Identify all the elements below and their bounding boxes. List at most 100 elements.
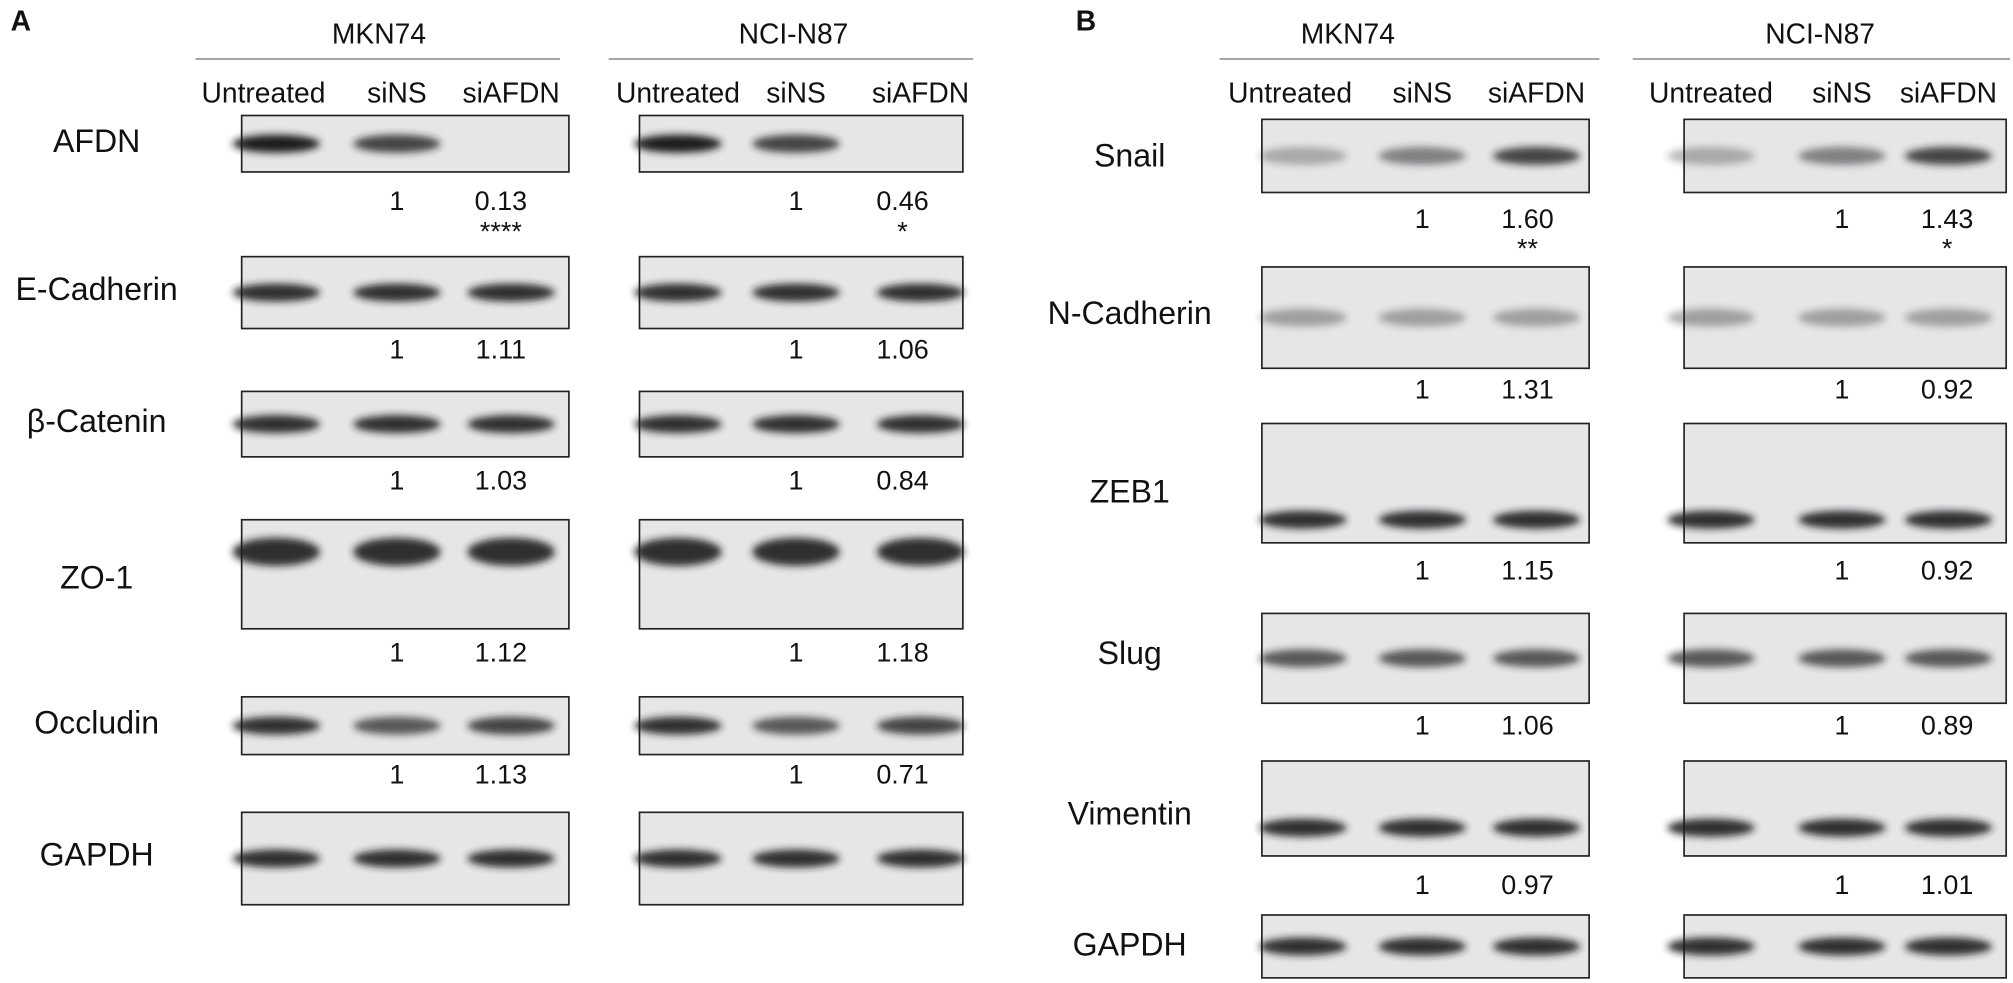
band <box>1259 510 1347 529</box>
band <box>1667 818 1755 837</box>
band <box>1667 146 1755 165</box>
band <box>1259 649 1347 668</box>
band <box>467 537 555 566</box>
band <box>232 415 320 434</box>
quantification: 1 <box>1834 204 1849 234</box>
quantification: 0.97 <box>1501 870 1553 900</box>
band <box>1667 937 1755 956</box>
band <box>467 716 555 735</box>
band <box>232 849 320 868</box>
quantification: 1.03 <box>475 466 527 496</box>
quantification: 1 <box>1834 711 1849 741</box>
quantification: 1.60 <box>1501 204 1553 234</box>
quantification: 1 <box>389 186 404 216</box>
quantification: 1 <box>1834 555 1849 585</box>
band <box>752 134 840 153</box>
protein-label: E-Cadherin <box>16 271 178 307</box>
blot <box>240 518 570 630</box>
lane-label: siNS <box>1812 76 1872 108</box>
band <box>1492 308 1581 327</box>
band <box>1798 649 1886 668</box>
quantification: 0.46 <box>876 186 928 216</box>
band <box>634 716 722 735</box>
quantification: 1.31 <box>1501 375 1553 405</box>
band <box>1798 510 1886 529</box>
band <box>1378 308 1466 327</box>
significance: * <box>897 217 908 247</box>
band <box>1492 510 1581 529</box>
quantification: 1.12 <box>475 638 527 668</box>
quantification: 1 <box>1415 375 1430 405</box>
band <box>1492 818 1581 837</box>
quantification: 1 <box>389 466 404 496</box>
band <box>1378 649 1466 668</box>
band <box>634 415 722 434</box>
significance: * <box>1942 233 1953 263</box>
protein-label: Occludin <box>34 705 159 741</box>
lane-label: siNS <box>367 76 427 108</box>
band <box>634 283 722 302</box>
quantification: 1.06 <box>876 335 928 365</box>
band <box>1904 308 1993 327</box>
panel-label: A <box>11 5 31 37</box>
protein-label: GAPDH <box>40 837 154 873</box>
quantification: 1 <box>1415 555 1430 585</box>
band <box>353 716 441 735</box>
cell-line-header: NCI-N87 <box>739 17 849 49</box>
band <box>467 849 555 868</box>
quantification: 0.92 <box>1921 555 1973 585</box>
band <box>1667 308 1755 327</box>
quantification: 1.11 <box>476 335 526 365</box>
band <box>1378 146 1466 165</box>
protein-label: ZEB1 <box>1090 474 1170 510</box>
band <box>353 415 441 434</box>
band <box>232 134 320 153</box>
band <box>876 415 965 434</box>
lane-label: siNS <box>766 76 826 108</box>
panel-label: B <box>1076 5 1096 37</box>
band <box>1798 308 1886 327</box>
blot <box>638 518 964 630</box>
quantification: 0.89 <box>1921 711 1973 741</box>
band <box>353 849 441 868</box>
band <box>353 537 441 566</box>
panel: B MKN74 Untreated siNS siAFDN NCI-N87 Untreate… <box>1048 5 2011 979</box>
protein-label: Slug <box>1098 635 1162 671</box>
band <box>467 415 555 434</box>
quantification: 0.13 <box>475 186 527 216</box>
quantification: 1.13 <box>475 759 527 789</box>
cell-line-header: MKN74 <box>1301 17 1395 49</box>
band <box>752 415 840 434</box>
quantification: 1 <box>389 335 404 365</box>
band <box>634 537 722 566</box>
protein-label: N-Cadherin <box>1048 295 1212 331</box>
quantification: 1 <box>1834 870 1849 900</box>
band <box>752 537 840 566</box>
quantification: 1 <box>389 759 404 789</box>
lane-label: Untreated <box>1649 76 1773 108</box>
protein-label: ZO-1 <box>60 560 133 596</box>
quantification: 0.84 <box>876 466 928 496</box>
cell-line-header: NCI-N87 <box>1765 17 1875 49</box>
band <box>1798 818 1886 837</box>
band <box>232 716 320 735</box>
lane-label: siAFDN <box>872 76 969 108</box>
significance: ** <box>1517 233 1538 263</box>
protein-label: Vimentin <box>1068 796 1192 832</box>
quantification: 1 <box>789 638 804 668</box>
lane-label: Untreated <box>1228 76 1352 108</box>
quantification: 1.06 <box>1501 711 1553 741</box>
protein-label: β-Catenin <box>27 403 167 439</box>
band <box>634 849 722 868</box>
protein-label: Snail <box>1094 137 1165 173</box>
band <box>876 283 965 302</box>
quantification: 1 <box>389 638 404 668</box>
band <box>1378 937 1466 956</box>
quantification: 1 <box>789 335 804 365</box>
band <box>876 716 965 735</box>
blot <box>1683 760 2008 857</box>
band <box>876 537 965 566</box>
quantification: 1.01 <box>1921 870 1973 900</box>
